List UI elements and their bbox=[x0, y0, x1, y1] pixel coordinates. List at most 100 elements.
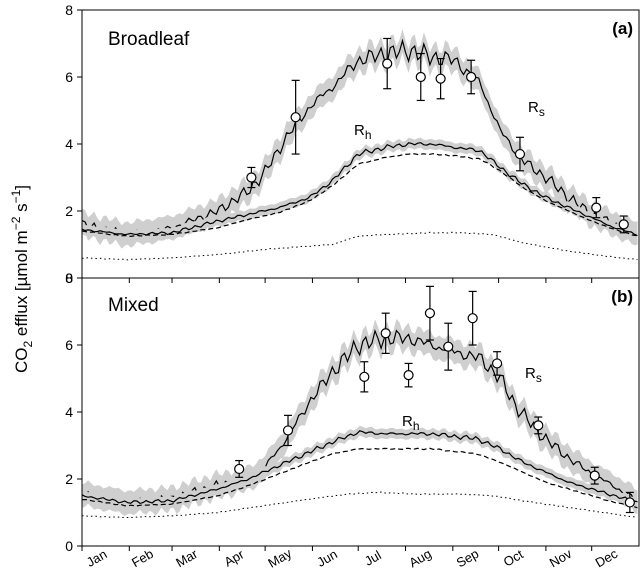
panel-mixed-dotted-line bbox=[82, 491, 638, 519]
panel-mixed-rh-subscript: h bbox=[413, 419, 420, 433]
panel-broadleaf-tag: (a) bbox=[612, 19, 633, 38]
panel-broadleaf-rh-uncertainty-band bbox=[82, 137, 638, 241]
panel-mixed-observation bbox=[424, 285, 436, 341]
panel-broadleaf-observation bbox=[514, 136, 526, 172]
panel-mixed-dashed-line bbox=[82, 447, 638, 509]
y-axis-label: CO2 efflux [µmol m−2 s−1] bbox=[9, 185, 35, 373]
panel-mixed-observation bbox=[443, 322, 454, 371]
panel-broadleaf-ytick-label: 6 bbox=[65, 69, 73, 85]
observation-marker bbox=[382, 58, 393, 69]
panel-broadleaf-observation bbox=[415, 52, 426, 102]
x-tick-label-jul: Jul bbox=[362, 547, 384, 568]
x-tick-label-feb: Feb bbox=[129, 546, 156, 570]
panel-broadleaf-observation bbox=[618, 215, 629, 234]
panel-broadleaf-rh-subscript: h bbox=[365, 128, 372, 142]
observation-marker bbox=[234, 463, 245, 475]
y-axis-label-sup2: −1 bbox=[9, 189, 23, 203]
panel-mixed-rs-letter: R bbox=[525, 365, 536, 382]
observation-marker bbox=[282, 425, 294, 436]
observation-marker bbox=[415, 71, 426, 83]
observation-marker bbox=[424, 308, 436, 319]
panel-mixed-rh-letter: R bbox=[402, 413, 413, 430]
panel-broadleaf-title: Broadleaf bbox=[108, 29, 190, 50]
panel-mixed-rs-label: Rs bbox=[525, 365, 542, 385]
panel-broadleaf-rh-label: Rh bbox=[354, 122, 372, 142]
panel-broadleaf-rs-label: Rs bbox=[528, 99, 545, 119]
panel-mixed-ytick-label: 8 bbox=[65, 270, 73, 286]
observation-marker bbox=[290, 112, 301, 123]
panel-mixed-rs-subscript: s bbox=[536, 371, 542, 385]
observation-marker bbox=[589, 470, 600, 481]
panel-mixed-ytick-label: 6 bbox=[65, 337, 73, 353]
x-tick-label-may: May bbox=[265, 545, 294, 571]
panel-mixed-observation bbox=[282, 414, 294, 447]
panel-broadleaf-ytick-label: 2 bbox=[65, 203, 73, 219]
x-tick-label-apr: Apr bbox=[221, 546, 247, 569]
panel-mixed-title: Mixed bbox=[108, 295, 159, 316]
panel-mixed-plot-area: 0 2 4 6 8 bbox=[65, 270, 638, 554]
y-axis-label-sup1: −2 bbox=[9, 216, 23, 230]
observation-marker bbox=[514, 148, 526, 160]
panel-mixed-tag: (b) bbox=[611, 287, 633, 306]
x-tick-label-dec: Dec bbox=[593, 546, 621, 571]
panel-broadleaf-observation bbox=[290, 79, 301, 155]
panel-broadleaf-rh-letter: R bbox=[354, 122, 365, 139]
observation-marker bbox=[435, 73, 446, 84]
x-tick-label-nov: Nov bbox=[547, 546, 575, 571]
panel-broadleaf-observation bbox=[382, 37, 393, 90]
observation-marker bbox=[533, 420, 544, 431]
panel-broadleaf-dashed-line bbox=[81, 153, 638, 238]
panel-mixed-observation bbox=[589, 466, 600, 485]
panel-broadleaf-ytick-label: 8 bbox=[65, 2, 73, 18]
panel-broadleaf-plot-area: 0 2 4 6 8 bbox=[65, 2, 638, 286]
panel-mixed-observation bbox=[624, 491, 635, 514]
panel-mixed-rh-line bbox=[81, 430, 638, 505]
observation-marker bbox=[443, 341, 454, 352]
panel-mixed-observation bbox=[467, 290, 478, 346]
panel-broadleaf-observation bbox=[466, 59, 477, 95]
y-axis-label-suffix: ] bbox=[12, 185, 31, 190]
observation-marker bbox=[246, 172, 257, 183]
panel-mixed-observation bbox=[234, 459, 245, 478]
y-axis-label-prefix: CO bbox=[12, 348, 31, 374]
panel-broadleaf-dotted-line bbox=[82, 231, 638, 261]
panel-broadleaf-observation bbox=[435, 57, 446, 100]
x-axis: Jan Feb Mar Apr May Jun Jul Aug Sep Oct Nov Dec bbox=[84, 545, 621, 571]
panel-broadleaf-rs-uncertainty-band bbox=[82, 29, 638, 249]
panel-broadleaf-rs-subscript: s bbox=[539, 105, 545, 119]
panel-broadleaf: 0 2 4 6 8 Broadleaf (a) Rs Rh bbox=[65, 2, 640, 286]
observation-marker bbox=[591, 202, 602, 213]
observation-marker bbox=[466, 71, 477, 83]
panel-mixed-observation bbox=[359, 361, 370, 393]
x-tick-label-sep: Sep bbox=[454, 546, 482, 571]
observation-marker bbox=[380, 328, 391, 339]
y-axis-label-middle2: s bbox=[12, 203, 31, 216]
x-tick-label-jun: Jun bbox=[314, 546, 340, 569]
observation-marker bbox=[624, 497, 635, 508]
panel-mixed-observation bbox=[533, 416, 544, 435]
panel-mixed-ytick-label: 0 bbox=[65, 538, 73, 554]
x-tick-label-oct: Oct bbox=[501, 546, 526, 569]
panel-broadleaf-rs-letter: R bbox=[528, 99, 539, 116]
y-axis-label-middle: efflux [µmol m bbox=[12, 230, 31, 341]
panel-mixed-rh-label: Rh bbox=[402, 413, 420, 433]
x-tick-label-aug: Aug bbox=[406, 546, 434, 571]
observation-marker bbox=[618, 219, 629, 230]
panel-mixed-observation bbox=[403, 362, 414, 388]
panel-mixed-rs-uncertainty-band bbox=[82, 318, 638, 516]
panel-broadleaf-observation bbox=[591, 197, 602, 219]
panel-mixed: 0 2 4 6 8 Mixed (b) Rs Rh bbox=[65, 270, 640, 554]
panel-broadleaf-rh-line bbox=[81, 142, 638, 237]
observation-marker bbox=[467, 313, 478, 324]
panel-broadleaf-observation bbox=[246, 166, 257, 189]
observation-marker bbox=[491, 358, 503, 369]
observation-marker bbox=[359, 371, 370, 382]
x-tick-label-jan: Jan bbox=[84, 546, 110, 569]
panel-broadleaf-ytick-label: 0 bbox=[65, 270, 73, 286]
y-axis-label-subscript: 2 bbox=[21, 341, 35, 348]
panel-mixed-observation bbox=[380, 312, 391, 354]
observation-marker bbox=[403, 370, 414, 381]
panel-broadleaf-ytick-label: 4 bbox=[65, 136, 73, 152]
x-tick-label-mar: Mar bbox=[173, 546, 200, 571]
